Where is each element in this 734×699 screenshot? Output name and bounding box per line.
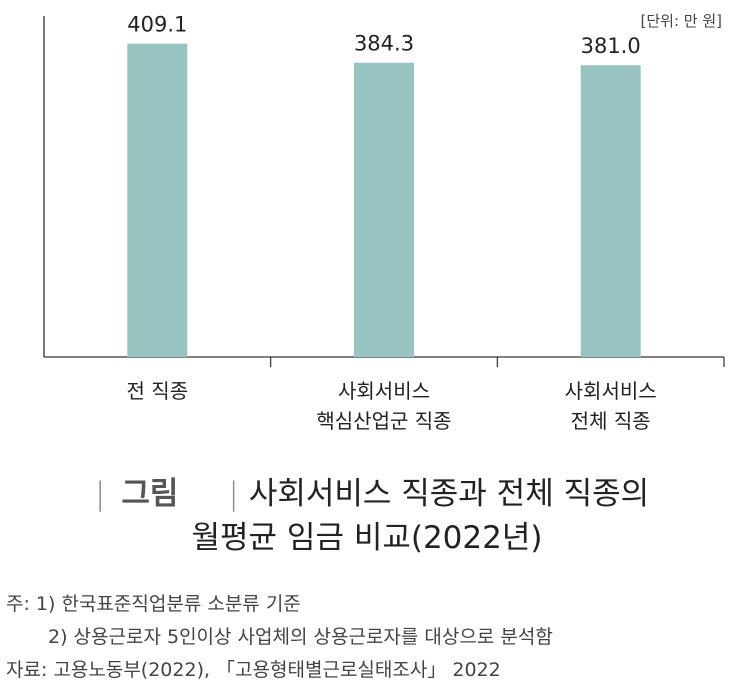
caption-title-line1: 사회서비스 직종과 전체 직종의 [248,476,650,512]
bar-2 [354,62,414,358]
caption-line-1: | 그림 | 사회서비스 직종과 전체 직종의 [0,472,734,516]
caption-tag: 그림 [121,476,179,512]
x-tick-label: 전 직종 [127,379,189,403]
unit-label: [단위: 만 원] [640,12,723,30]
bar-value-label: 384.3 [354,32,414,56]
note-1: 주: 1) 한국표준직업분류 소분류 기준 [6,593,301,615]
caption-separator: | [94,476,106,512]
note-2: 2) 상용근로자 5인이상 사업체의 상용근로자를 대상으로 분석함 [48,626,553,648]
x-tick-label: 핵심산업군 직종 [316,409,451,433]
caption-separator: | [228,476,239,512]
bar-value-label: 409.1 [127,13,187,37]
source-note: 자료: 고용노동부(2022), 「고용형태별근로실태조사」 2022 [6,659,501,681]
bar-3 [580,65,641,358]
figure-caption: | 그림 | 사회서비스 직종과 전체 직종의 월평균 임금 비교(2022년) [0,472,734,560]
bar-1 [127,43,188,357]
x-tick-label: 전체 직종 [571,409,651,433]
bar-value-label: 381.0 [581,34,641,58]
caption-title-line2: 월평균 임금 비교(2022년) [191,520,543,556]
x-tick-label: 사회서비스 [338,379,430,403]
notes: 주: 1) 한국표준직업분류 소분류 기준 2) 상용근로자 5인이상 사업체의… [6,588,553,687]
x-tick-label: 사회서비스 [565,379,657,403]
